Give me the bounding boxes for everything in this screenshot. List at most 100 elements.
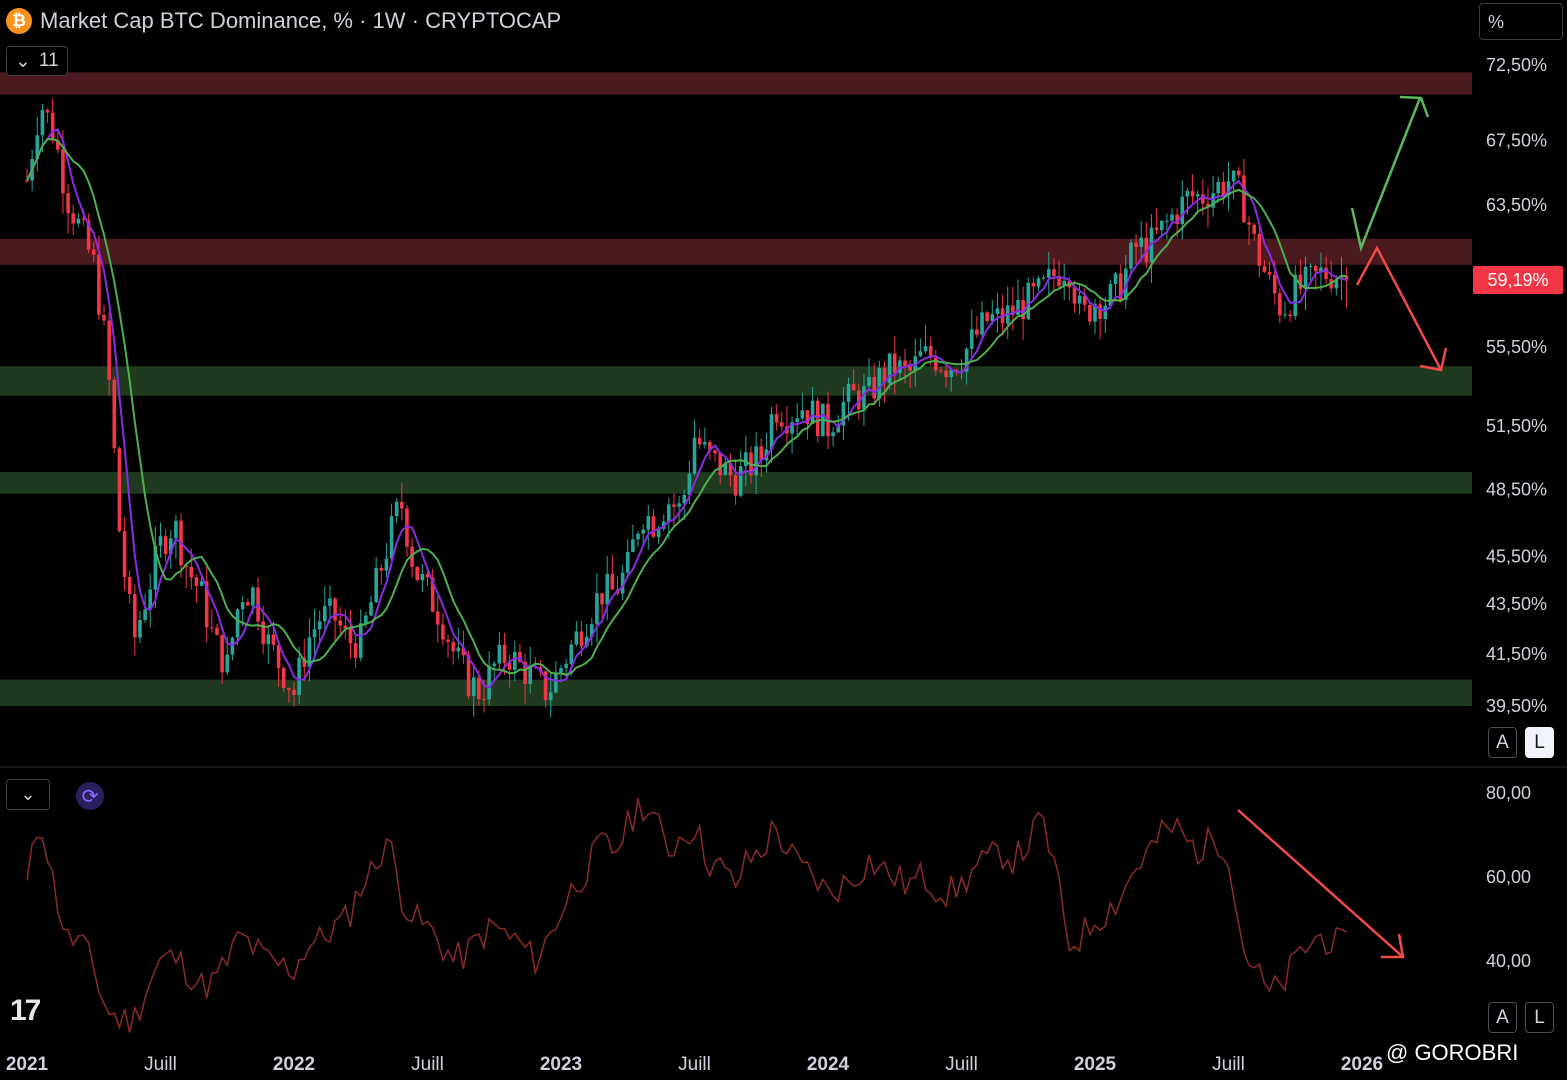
- candle: [518, 643, 522, 664]
- candle: [995, 293, 1000, 333]
- candle-body: [569, 644, 574, 664]
- candle-body: [1298, 274, 1303, 289]
- resistance-zone-1: [0, 238, 1472, 265]
- candle-body: [1134, 242, 1138, 247]
- candle-body: [641, 529, 645, 534]
- candle-body: [1021, 299, 1025, 320]
- log-scale-button[interactable]: L: [1525, 727, 1554, 758]
- candle: [1247, 216, 1251, 245]
- time-tick-label: 2023: [540, 1054, 582, 1075]
- candle: [405, 504, 409, 557]
- time-tick-label: Juill: [144, 1054, 177, 1075]
- candle-body: [430, 577, 435, 612]
- candle-body: [1211, 193, 1215, 208]
- candle: [697, 428, 702, 450]
- candle-body: [102, 314, 106, 321]
- candle: [528, 646, 532, 694]
- watermark-text: @ GOROBRI: [1386, 1040, 1519, 1065]
- candle: [1262, 259, 1267, 273]
- candle: [877, 360, 882, 407]
- sync-icon[interactable]: ⟳: [76, 782, 104, 810]
- candle-body: [374, 567, 378, 603]
- candle-body: [1231, 170, 1236, 182]
- candle: [1093, 298, 1097, 335]
- candle: [333, 596, 337, 642]
- candle-body: [779, 422, 784, 427]
- candle: [862, 373, 866, 426]
- candle-body: [913, 356, 918, 371]
- rsi-auto-scale-button[interactable]: A: [1488, 1002, 1517, 1033]
- candle-body: [805, 410, 810, 424]
- candle: [91, 242, 96, 263]
- candle: [292, 681, 296, 707]
- auto-scale-button[interactable]: A: [1488, 727, 1517, 758]
- candle: [646, 505, 651, 550]
- candle: [702, 427, 707, 449]
- candle-body: [661, 521, 666, 529]
- candle: [1252, 222, 1256, 241]
- candle-body: [1283, 314, 1287, 316]
- candle: [1190, 174, 1195, 206]
- candle: [728, 453, 733, 487]
- support-zone-4: [0, 679, 1472, 706]
- candle-body: [1082, 295, 1087, 305]
- candle-body: [333, 598, 337, 621]
- candle-body: [512, 651, 517, 670]
- candle: [40, 104, 45, 152]
- candle: [1036, 276, 1041, 292]
- candle: [1170, 208, 1174, 224]
- candle-body: [1159, 220, 1164, 231]
- candle-body: [71, 213, 76, 224]
- candle: [1242, 158, 1246, 223]
- candle-body: [1093, 304, 1097, 322]
- candle-body: [1252, 224, 1256, 234]
- candle-body: [1046, 269, 1051, 278]
- candle: [949, 367, 954, 392]
- candle: [430, 569, 435, 613]
- candle: [220, 634, 224, 684]
- candle-body: [846, 383, 851, 402]
- candle-body: [148, 589, 153, 610]
- annotations: [1237, 95, 1448, 959]
- candle-body: [45, 109, 50, 113]
- rsi-down-arrow-icon: [1237, 809, 1404, 958]
- bitcoin-icon: ₿: [6, 8, 32, 34]
- scale-mode-button[interactable]: %: [1479, 3, 1563, 40]
- time-tick-label: 2025: [1074, 1054, 1117, 1075]
- candle-body: [66, 193, 70, 214]
- candle: [1103, 297, 1108, 334]
- rsi-collapse-button[interactable]: ⌄: [6, 779, 50, 810]
- candle: [939, 366, 943, 374]
- candle-body: [1313, 265, 1318, 272]
- candle-body: [215, 627, 219, 635]
- candle-body: [425, 574, 430, 578]
- candle-body: [91, 249, 96, 255]
- candle: [1098, 299, 1102, 340]
- rsi-log-scale-button[interactable]: L: [1525, 1002, 1554, 1033]
- candle: [441, 613, 445, 646]
- candle: [1313, 264, 1318, 291]
- indicators-collapse-button[interactable]: ⌄ 11: [6, 46, 68, 76]
- candle: [425, 571, 430, 587]
- candle: [497, 632, 502, 671]
- candle-body: [713, 450, 717, 454]
- candle-body: [353, 643, 358, 658]
- candle-body: [692, 437, 697, 474]
- candle: [456, 627, 461, 660]
- candle-body: [240, 602, 245, 610]
- candle-body: [61, 149, 65, 194]
- time-tick-label: 2026: [1341, 1054, 1383, 1075]
- price-tick-label: 67,50%: [1486, 130, 1547, 150]
- candle: [990, 300, 995, 326]
- rsi-tick-label: 60,00: [1486, 867, 1531, 887]
- candle: [1154, 208, 1159, 235]
- candle-body: [1185, 190, 1190, 197]
- time-tick-label: Juill: [1212, 1054, 1245, 1075]
- candle-body: [1052, 269, 1056, 277]
- candle: [610, 554, 615, 590]
- candle-body: [482, 698, 486, 700]
- candle: [980, 301, 984, 340]
- candle-body: [969, 329, 974, 349]
- price-tick-label: 63,50%: [1486, 195, 1547, 215]
